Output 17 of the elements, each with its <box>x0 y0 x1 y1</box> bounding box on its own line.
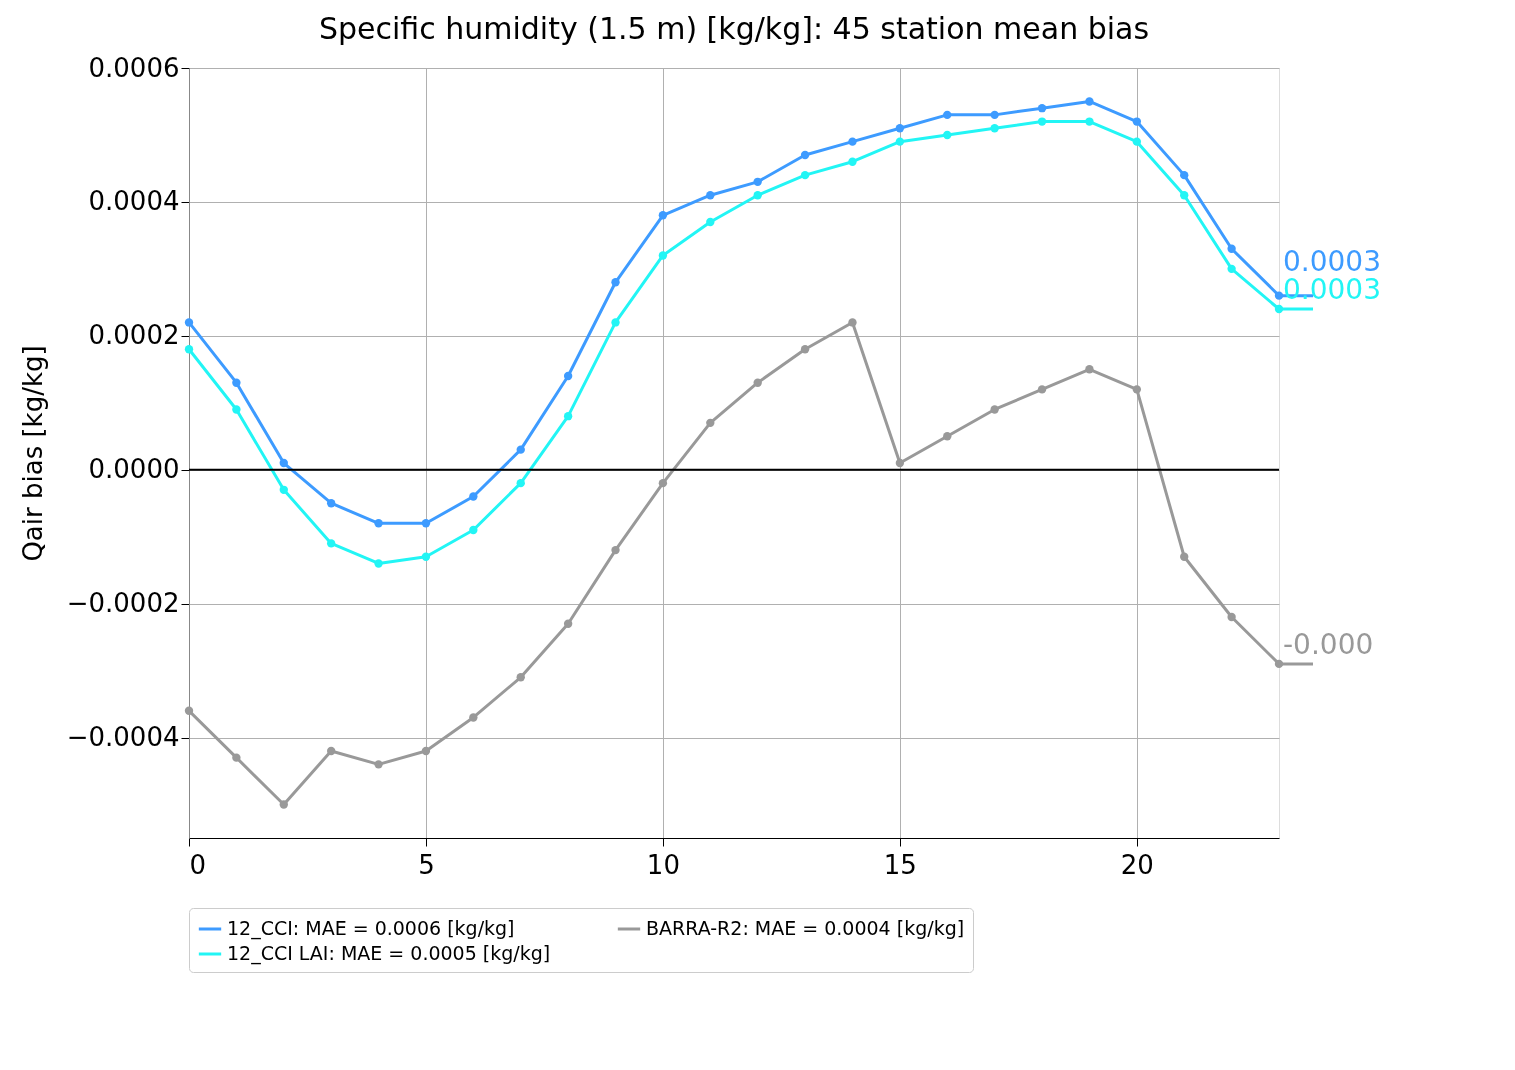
legend-label: 12_CCI LAI: MAE = 0.0005 [kg/kg] <box>227 942 551 965</box>
y-tick-label: 0.0006 <box>88 52 180 83</box>
x-tick-label: 0 <box>189 849 207 880</box>
y-tick-label: −0.0004 <box>66 722 180 753</box>
x-tick-label: 20 <box>1120 849 1154 880</box>
legend-label: BARRA-R2: MAE = 0.0004 [kg/kg] <box>646 917 965 939</box>
x-tick-label: 15 <box>883 849 917 880</box>
x-tick-label: 5 <box>418 849 435 880</box>
legend-label: 12_CCI: MAE = 0.0006 [kg/kg] <box>227 917 515 940</box>
y-tick-label: 0.0002 <box>88 320 180 351</box>
y-tick-label: 0.0004 <box>88 186 180 217</box>
y-axis-title: Qair bias [kg/kg] <box>17 345 48 562</box>
chart-title: Specific humidity (1.5 m) [kg/kg]: 45 station mean bias <box>318 11 1150 46</box>
text: -0.000 <box>1283 627 1374 661</box>
y-tick-label: 0.0000 <box>88 454 180 485</box>
y-tick-label: −0.0002 <box>66 588 180 619</box>
x-tick-label: 10 <box>646 849 680 880</box>
